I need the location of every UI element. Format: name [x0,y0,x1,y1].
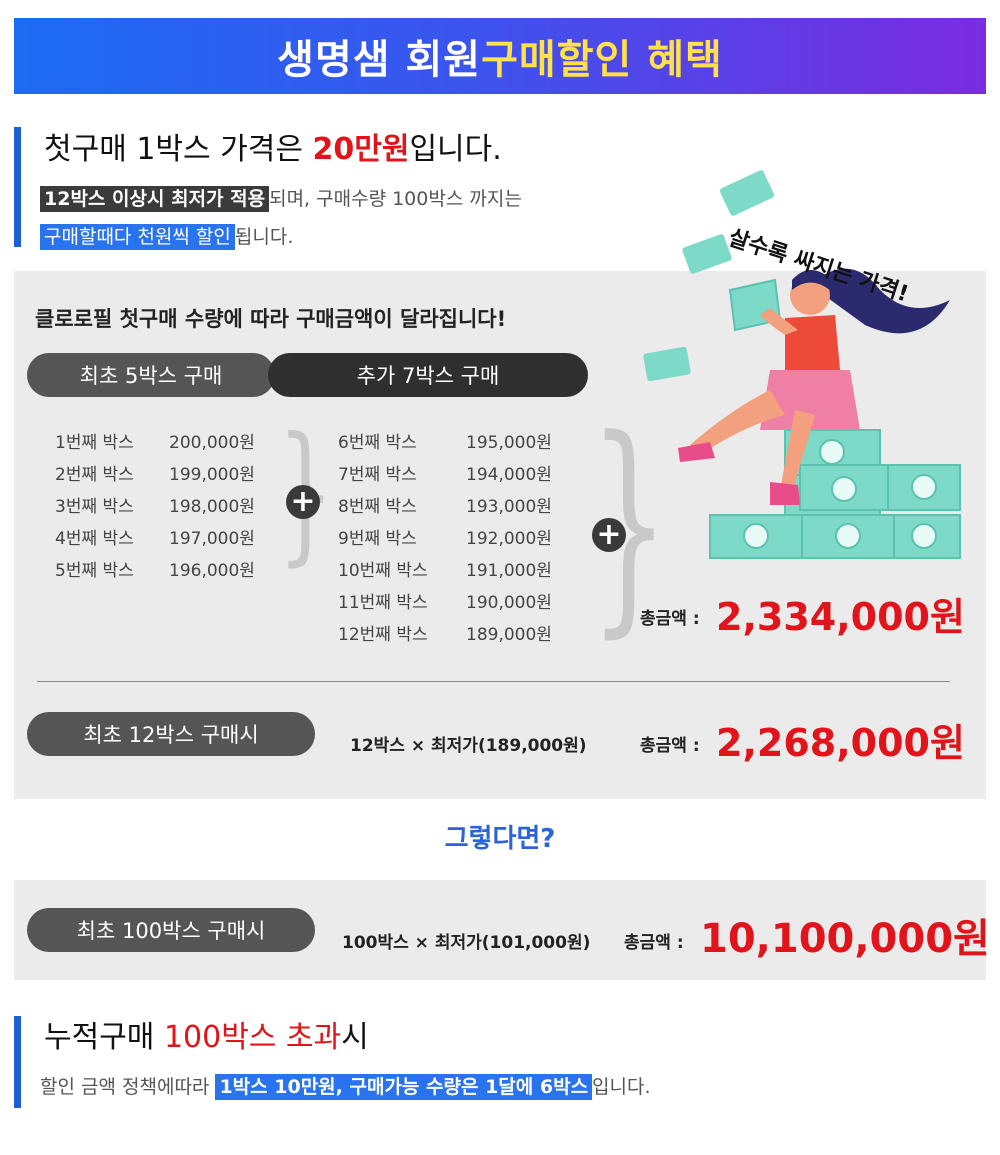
box-price-row: 3번째 박스 198,000원 [55,492,255,517]
section2-title: 누적구매 100박스 초과시 [44,1012,369,1056]
woman-icon [678,268,950,505]
first-price: 20만원 [312,132,410,167]
box-price: 191,000원 [466,561,552,581]
title-text-end: 입니다. [409,132,502,167]
box-price-row: 12번째 박스 189,000원 [338,620,552,645]
section1-line1: 12박스 이상시 최저가 적용 되며, 구매수량 100박스 까지는 [40,184,522,212]
plus-icon: + [592,518,626,552]
box-price-row: 11번째 박스 190,000원 [338,588,552,613]
box-label: 1번째 박스 [55,433,134,453]
woman-with-money-illustration [643,170,961,559]
formula-12-boxes: 12박스 × 최저가(189,000원) [350,736,587,756]
title-text-end: 시 [341,1020,369,1055]
box-label: 12번째 박스 [338,625,428,645]
banner-title-part1: 생명샘 회원 [277,37,482,83]
title-highlight: 100박스 초과 [163,1020,342,1055]
money-stack-icon [709,429,961,559]
section-accent-bar [14,1016,21,1108]
policy-text: 할인 금액 정책에따라 [40,1076,216,1098]
plus-icon: + [286,485,320,519]
header-banner: 생명샘 회원 구매할인 혜택 [14,18,986,94]
box-price: 192,000원 [466,529,552,549]
box-label: 3번째 박스 [55,497,134,517]
box-price-row: 5번째 박스 196,000원 [55,556,255,581]
box-label: 9번째 박스 [338,529,417,549]
total-100-label: 총금액 : [624,933,684,953]
flying-money-icon [643,170,775,382]
box-label: 2번째 박스 [55,465,134,485]
box-price-row: 8번째 박스 193,000원 [338,492,552,517]
box-price-row: 6번째 박스 195,000원 [338,428,552,453]
pill-100-boxes: 최초 100박스 구매시 [27,908,315,952]
box-price: 189,000원 [466,625,552,645]
total-100-value: 10,100,000원 [700,916,990,962]
section-accent-bar [14,127,21,247]
line1-text: 되며, 구매수량 100박스 까지는 [269,188,522,210]
total-12-label: 총금액 : [640,736,700,756]
total-value: 2,334,000원 [716,595,965,639]
policy-text-end: 입니다. [592,1076,651,1098]
box-price: 196,000원 [169,561,255,581]
box-price: 197,000원 [169,529,255,549]
policy-highlight: 1박스 10만원, 구매가능 수량은 1달에 6박스 [215,1074,593,1100]
box-price: 200,000원 [169,433,255,453]
box-price-row: 1번째 박스 200,000원 [55,428,255,453]
highlight-lowest-price: 12박스 이상시 최저가 적용 [40,186,270,212]
box-label: 11번째 박스 [338,593,428,613]
question-heading: 그렇다면? [444,824,556,854]
box-label: 4번째 박스 [55,529,134,549]
box-price-row: 7번째 박스 194,000원 [338,460,552,485]
box-price: 199,000원 [169,465,255,485]
total-12-value: 2,268,000원 [716,721,965,765]
box-label: 8번째 박스 [338,497,417,517]
divider [37,681,950,682]
section1-line2: 구매할때다 천원씩 할인 됩니다. [40,222,294,250]
box-price: 195,000원 [466,433,552,453]
box-label: 10번째 박스 [338,561,428,581]
title-text: 누적구매 [44,1020,164,1055]
highlight-discount: 구매할때다 천원씩 할인 [40,224,235,250]
pill-additional-7-boxes: 추가 7박스 구매 [268,353,588,397]
box-price-row: 2번째 박스 199,000원 [55,460,255,485]
box-price-row: 9번째 박스 192,000원 [338,524,552,549]
box-label: 6번째 박스 [338,433,417,453]
total-label: 총금액 : [640,609,700,629]
title-text: 첫구매 1박스 가격은 [44,132,313,167]
box-price-row: 4번째 박스 197,000원 [55,524,255,549]
box-price-row: 10번째 박스 191,000원 [338,556,552,581]
line2-text: 됩니다. [234,226,294,248]
box-price: 194,000원 [466,465,552,485]
banner-title-part2: 구매할인 혜택 [481,37,723,83]
pill-12-boxes: 최초 12박스 구매시 [27,712,315,756]
formula-100-boxes: 100박스 × 최저가(101,000원) [342,933,591,953]
box-price: 193,000원 [466,497,552,517]
box-label: 7번째 박스 [338,465,417,485]
box-price: 190,000원 [466,593,552,613]
section2-line: 할인 금액 정책에따라 1박스 10만원, 구매가능 수량은 1달에 6박스 입니… [40,1072,651,1100]
box-price: 198,000원 [169,497,255,517]
panel-heading: 클로로필 첫구매 수량에 따라 구매금액이 달라집니다! [35,307,507,331]
box-label: 5번째 박스 [55,561,134,581]
section1-title: 첫구매 1박스 가격은 20만원입니다. [44,124,502,168]
pill-first-5-boxes: 최초 5박스 구매 [27,353,275,397]
